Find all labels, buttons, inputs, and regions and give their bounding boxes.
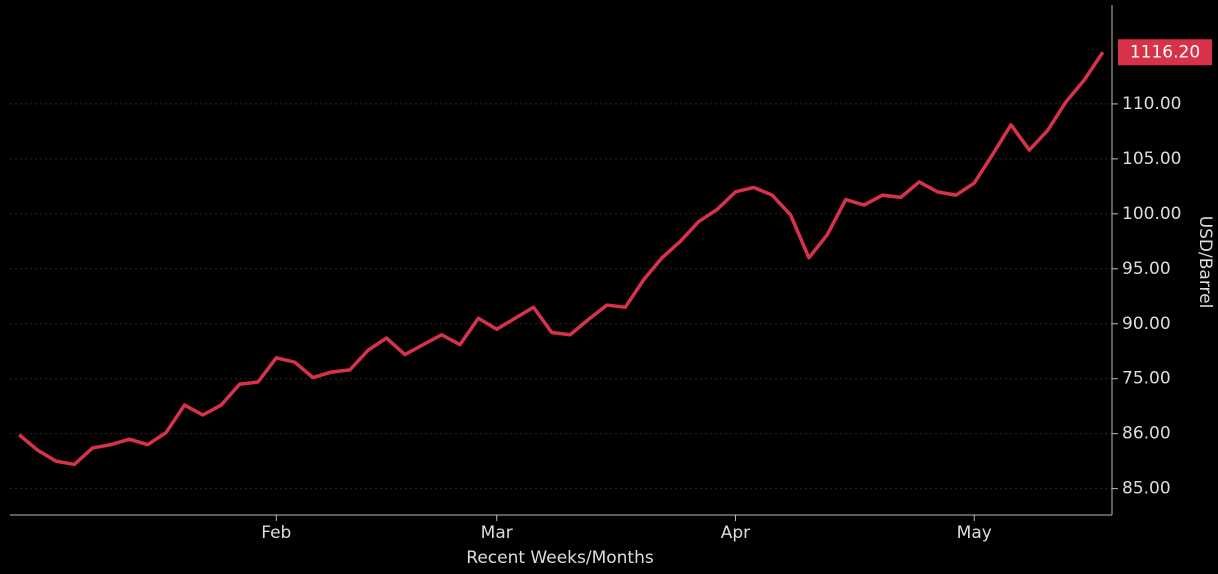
y-tick-label: 105.00	[1122, 149, 1181, 169]
price-tag	[1118, 39, 1212, 66]
x-tick-label: Apr	[721, 523, 750, 543]
x-axis-title: Recent Weeks/Months	[466, 548, 654, 568]
y-tick-label: 95.00	[1122, 259, 1171, 279]
y-tick-label: 75.00	[1122, 369, 1171, 389]
x-tick-label: May	[957, 523, 992, 543]
y-tick-label: 100.00	[1122, 204, 1181, 224]
line	[18, 51, 1105, 467]
y-tick-label: 86.00	[1122, 424, 1171, 444]
y-axis-title: USD/Barrel	[1195, 216, 1215, 309]
x-tick-label: Feb	[261, 523, 291, 543]
x-tick-label: Mar	[481, 523, 513, 543]
y-tick-label: 90.00	[1122, 314, 1171, 334]
y-tick-label: 110.00	[1122, 94, 1181, 114]
y-tick-label: 85.00	[1122, 479, 1171, 499]
price-tag-label: 1116.20	[1130, 42, 1200, 62]
